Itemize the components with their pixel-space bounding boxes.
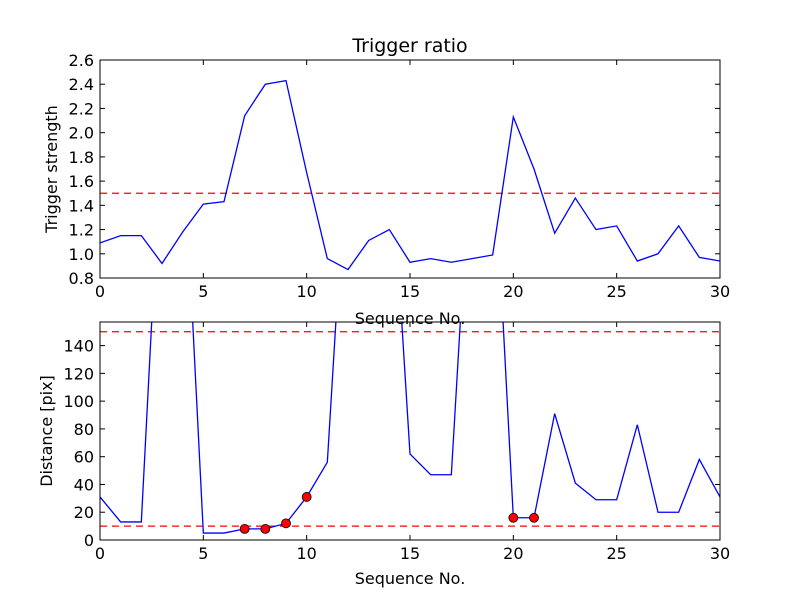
x-tick-label: 0 (95, 544, 105, 563)
y-tick-label: 0 (84, 531, 94, 550)
highlight-point (508, 512, 519, 523)
x-tick-label: 10 (296, 544, 316, 563)
y-tick-label: 1.4 (69, 196, 94, 215)
highlight-point (301, 492, 312, 502)
y-tick-label: 1.0 (69, 245, 94, 264)
y-tick-label: 40 (74, 475, 94, 494)
y-tick-label: 1.6 (69, 172, 94, 191)
x-tick-label: 30 (710, 544, 730, 563)
y-tick-label: 140 (63, 337, 94, 356)
x-tick-label: 30 (710, 282, 730, 301)
y-tick-label: 1.8 (69, 148, 94, 167)
series-line (100, 322, 720, 534)
x-tick-label: 10 (296, 282, 316, 301)
chart-title: Trigger ratio (351, 35, 467, 57)
x-tick-label: 20 (503, 282, 523, 301)
y-tick-label: 100 (63, 392, 94, 411)
y-tick-label: 2.2 (69, 99, 94, 118)
series-line (100, 79, 720, 271)
highlight-point (529, 512, 539, 523)
x-tick-label: 5 (198, 282, 208, 301)
x-tick-label: 15 (400, 282, 420, 301)
y-tick-label: 2.6 (69, 51, 94, 70)
x-axis-label: Sequence No. (355, 569, 466, 588)
x-tick-label: 25 (606, 544, 626, 563)
y-tick-label: 2.0 (69, 124, 94, 143)
y-tick-label: 2.4 (69, 75, 94, 94)
x-tick-label: 20 (503, 544, 523, 563)
y-tick-label: 1.2 (69, 221, 94, 240)
plot-frame (99, 59, 721, 279)
plot-marks: 0 5 10 15 20 25 30 0.8 1.0 1.2 1.4 1.6 1.8 2.0 2.2 2.4 2… (69, 51, 731, 301)
y-tick-label: 20 (74, 503, 94, 522)
y-tick-label: 120 (63, 364, 94, 383)
y-axis-label: Distance [pix] (37, 375, 56, 487)
distance-chart: Distance [pix] Sequence No. 0 5 10 15 20 25 30… (37, 321, 730, 588)
trigger-ratio-chart: Trigger ratio Trigger strength Sequence … (42, 35, 730, 328)
x-tick-label: 0 (95, 282, 105, 301)
y-axis-label: Trigger strength (42, 105, 61, 234)
x-axis-label: Sequence No. (355, 309, 466, 328)
y-tick-label: 60 (74, 448, 94, 467)
highlight-point (281, 518, 291, 529)
x-tick-label: 5 (198, 544, 208, 563)
y-tick-label: 80 (74, 420, 94, 439)
x-tick-label: 25 (606, 282, 626, 301)
x-tick-label: 15 (400, 544, 420, 563)
plot-frame (99, 321, 721, 541)
plot-marks: 0 5 10 15 20 25 30 0 20 40 60 80 100 120 140 (63, 322, 730, 563)
y-tick-label: 0.8 (69, 269, 94, 288)
highlight-point (239, 523, 250, 534)
highlight-point (260, 523, 271, 534)
